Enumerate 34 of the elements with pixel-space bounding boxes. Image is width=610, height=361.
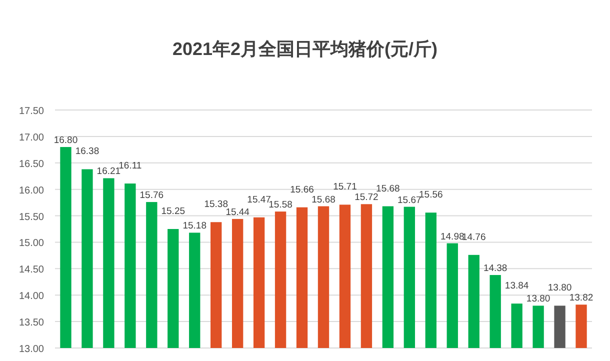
data-label: 15.68 [312,194,336,206]
data-label: 15.76 [140,190,164,202]
data-label: 13.84 [504,280,529,292]
data-label: 14.38 [483,263,508,274]
data-label: 15.66 [290,184,314,196]
data-label: 15.47 [247,194,271,206]
data-label: 13.82 [569,292,594,304]
data-label: 16.80 [54,135,78,146]
data-label: 16.38 [75,146,100,158]
data-label: 15.68 [376,183,400,194]
y-tick-label: 17.00 [18,132,44,144]
data-label: 15.44 [226,206,250,218]
data-label: 15.25 [161,206,186,217]
data-label: 15.18 [182,220,207,232]
y-tick-label: 13.50 [18,318,44,329]
data-label: 16.21 [96,166,121,178]
data-label: 13.80 [548,282,572,294]
y-tick-label: 15.00 [18,238,44,250]
y-tick-label: 14.00 [18,291,44,302]
y-tick-label: 15.50 [18,212,44,223]
y-tick-label: 16.00 [18,185,44,196]
y-tick-label: 16.50 [18,158,44,170]
chart-title: 2021年2月全国日平均猪价(元/斤) [172,39,438,59]
data-label: 13.80 [526,294,550,305]
data-label: 15.38 [204,199,228,210]
y-tick-label: 14.50 [18,264,44,276]
y-tick-label: 17.50 [18,106,44,117]
data-label: 15.72 [354,192,378,204]
data-label: 15.71 [333,182,357,193]
data-label: 15.56 [419,190,443,201]
data-label: 15.67 [398,194,422,206]
data-label: 15.58 [268,200,292,211]
data-label: 16.11 [118,160,142,172]
y-tick-label: 13.00 [18,344,44,355]
